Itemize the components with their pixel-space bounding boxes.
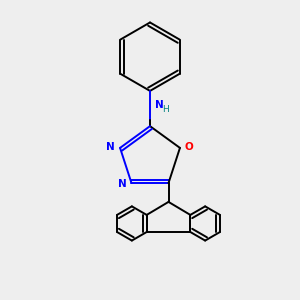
Text: N: N [118,179,127,189]
Text: N: N [106,142,115,152]
Text: H: H [162,105,169,114]
Text: O: O [185,142,194,152]
Text: N: N [155,100,164,110]
